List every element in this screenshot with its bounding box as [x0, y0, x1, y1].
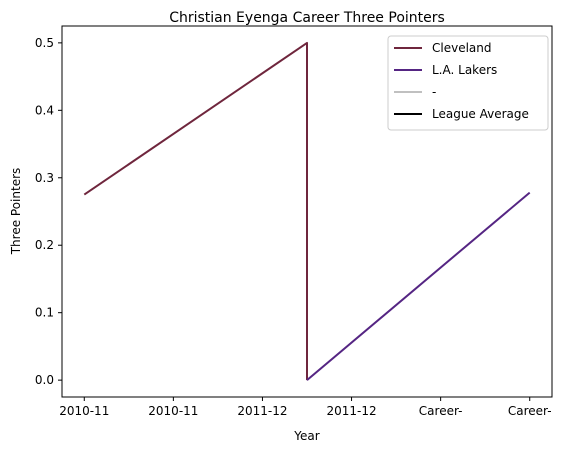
series-line-1: [306, 191, 531, 381]
y-tick-label: 0.3: [35, 171, 54, 185]
plot-frame: [61, 25, 553, 398]
y-tick-label: 0.0: [35, 373, 54, 387]
y-tick-label: 0.5: [35, 36, 54, 50]
y-tick-label: 0.2: [35, 238, 54, 252]
x-tick-label: 2011-12: [326, 404, 376, 418]
legend-entry-label: L.A. Lakers: [432, 63, 497, 77]
x-tick-label: 2010-11: [59, 404, 109, 418]
x-tick-label: 2011-12: [237, 404, 287, 418]
x-tick-label: 2010-11: [148, 404, 198, 418]
y-axis-label: Three Pointers: [9, 168, 23, 256]
series-line-0: [83, 41, 308, 381]
y-tick-label: 0.4: [35, 103, 54, 117]
legend-box: [387, 35, 549, 131]
legend-entry-label: -: [432, 85, 436, 99]
axis-ticks: 2010-11 2010-11 2011-12 2011-12 Career- Caree…: [35, 36, 552, 418]
legend: Cleveland L.A. Lakers - League Average: [387, 35, 549, 131]
x-axis-label: Year: [293, 429, 319, 443]
legend-entry-label: League Average: [432, 107, 529, 121]
x-tick-label: Career-: [419, 404, 463, 418]
x-tick-label: Career-: [508, 404, 552, 418]
chart-title: Christian Eyenga Career Three Pointers: [169, 10, 445, 26]
y-tick-label: 0.1: [35, 306, 54, 320]
plot-area: [83, 41, 531, 381]
legend-entry-label: Cleveland: [432, 41, 492, 55]
